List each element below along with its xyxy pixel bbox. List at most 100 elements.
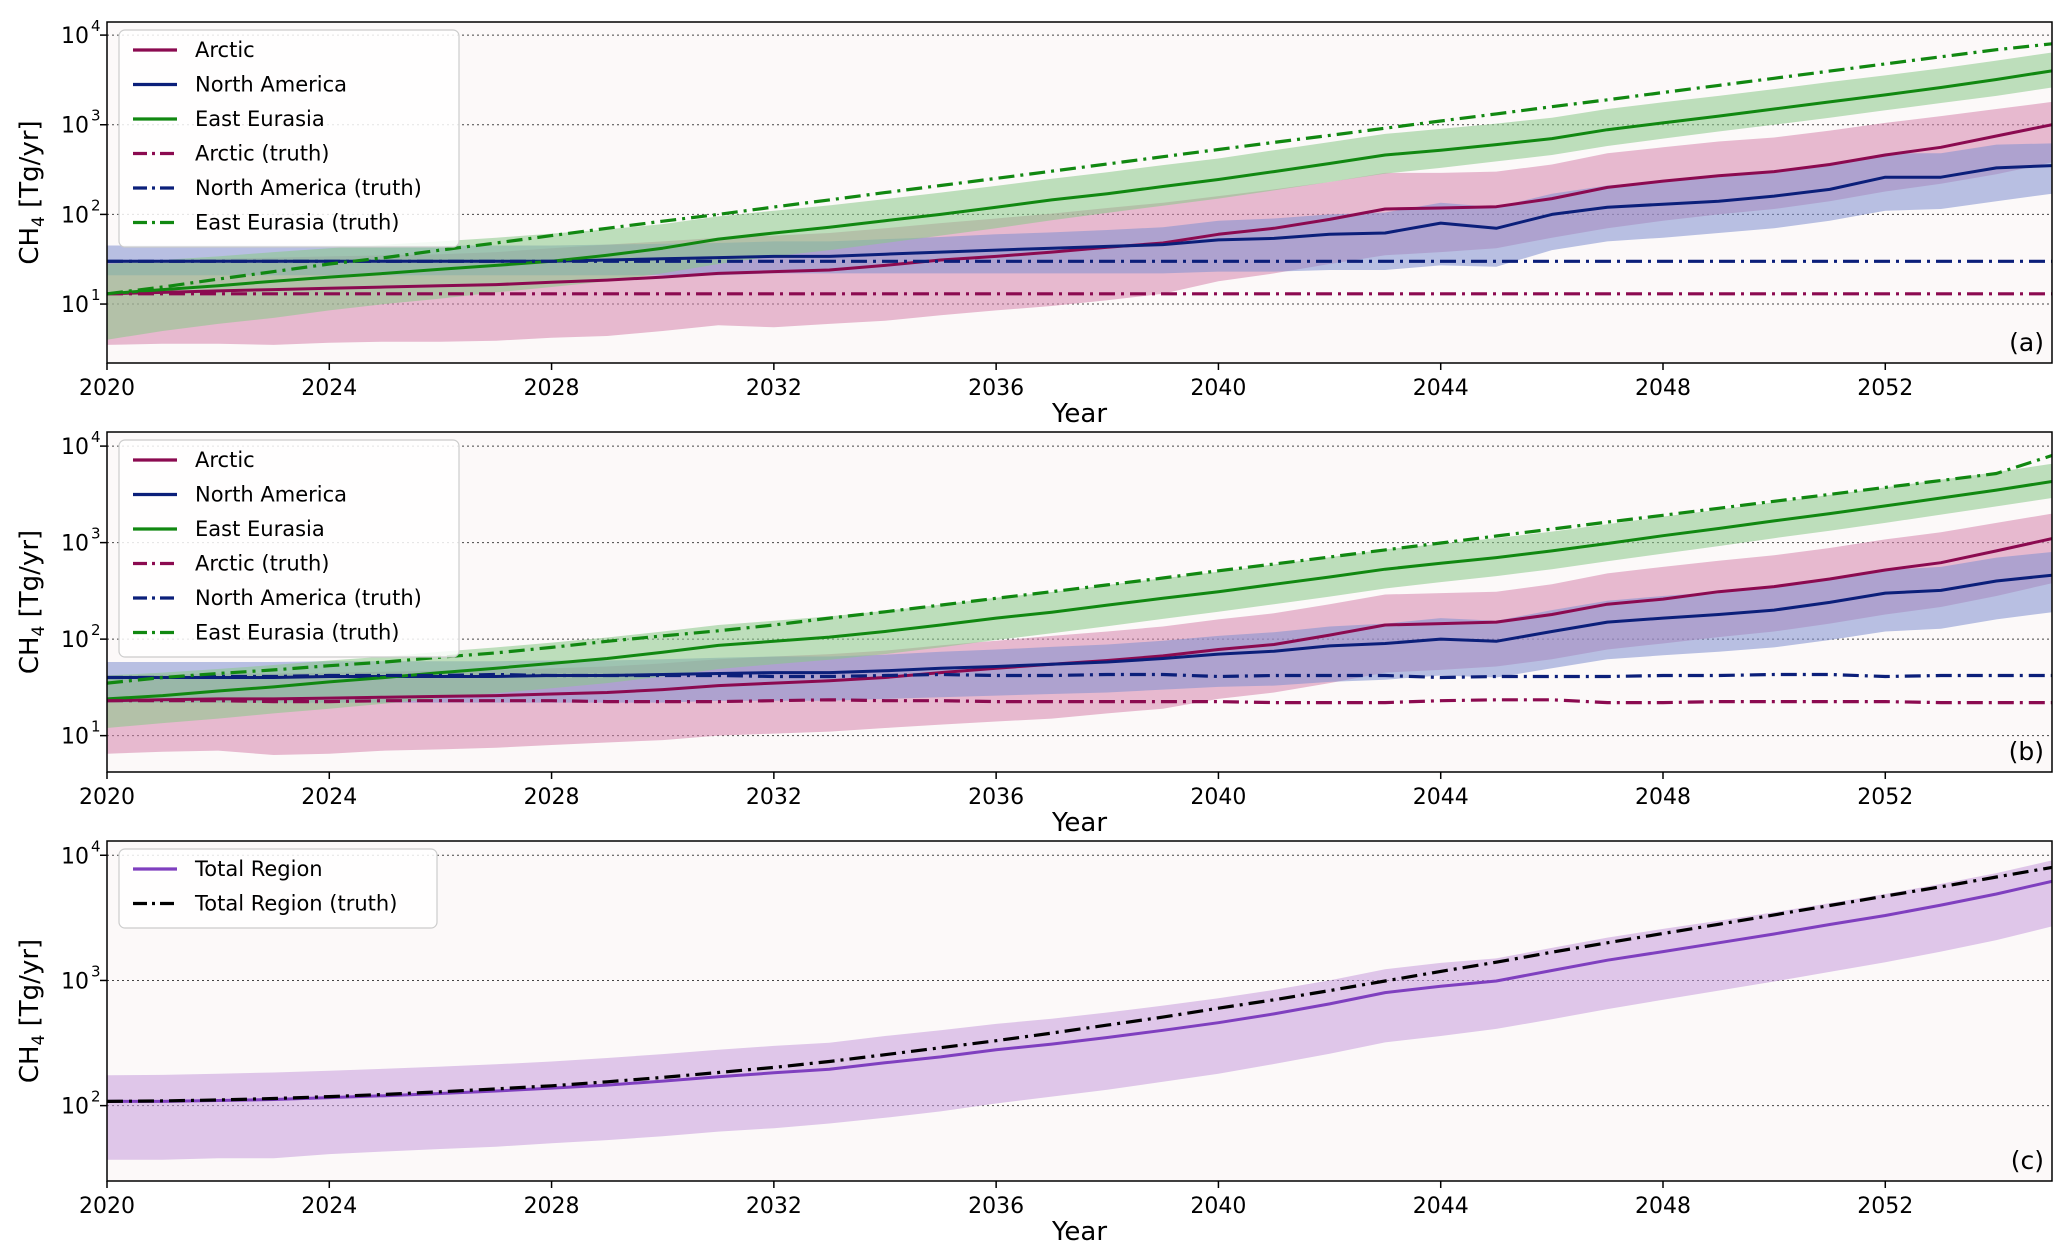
y-tick-base: 10 bbox=[61, 844, 89, 869]
data-layer bbox=[107, 42, 2052, 345]
series-line-total-region-truth bbox=[107, 865, 2052, 1103]
y-tick-base: 10 bbox=[61, 293, 89, 318]
x-tick-label: 2040 bbox=[1190, 785, 1246, 810]
y-tick-base: 10 bbox=[61, 628, 89, 653]
legend-label: Total Region bbox=[194, 857, 323, 881]
x-tick-label: 2052 bbox=[1857, 785, 1913, 810]
x-tick-label: 2032 bbox=[746, 785, 802, 810]
x-tick-label: 2024 bbox=[301, 1194, 357, 1219]
legend-label: East Eurasia bbox=[195, 107, 325, 131]
uncertainty-band-arctic bbox=[107, 101, 2052, 345]
y-tick-base: 10 bbox=[61, 725, 89, 750]
plot-frame bbox=[106, 431, 2053, 773]
y-tick-exp: 2 bbox=[91, 621, 101, 639]
y-tick-exp: 3 bbox=[91, 525, 101, 543]
x-tick-label: 2028 bbox=[524, 1194, 580, 1219]
series-line-arctic bbox=[107, 123, 2052, 296]
y-tick-base: 10 bbox=[61, 1095, 89, 1120]
y-tick-exp: 3 bbox=[91, 962, 101, 980]
legend-item: Arctic (truth) bbox=[133, 552, 329, 576]
panel-label: (a) bbox=[2009, 328, 2044, 357]
series-line-east-eurasia bbox=[107, 69, 2052, 296]
legend-item: East Eurasia bbox=[133, 107, 325, 131]
x-tick-label: 2036 bbox=[968, 376, 1024, 401]
legend-label: Total Region (truth) bbox=[194, 892, 397, 916]
y-tick-base: 10 bbox=[61, 532, 89, 557]
x-tick-label: 2052 bbox=[1857, 376, 1913, 401]
x-tick-label: 2020 bbox=[79, 376, 135, 401]
y-tick-exp: 1 bbox=[91, 286, 101, 304]
legend-item: Total Region (truth) bbox=[133, 892, 397, 916]
x-tick-label: 2020 bbox=[79, 1194, 135, 1219]
legend-item: Total Region bbox=[133, 857, 323, 881]
y-tick-label: 10 3 bbox=[61, 962, 101, 994]
legend-label: East Eurasia (truth) bbox=[195, 621, 400, 645]
y-tick-base: 10 bbox=[61, 203, 89, 228]
x-tick-label: 2048 bbox=[1635, 785, 1691, 810]
y-tick-exp: 1 bbox=[91, 718, 101, 736]
uncertainty-band-east-eurasia bbox=[107, 463, 2052, 728]
series-line-east-eurasia-truth bbox=[107, 453, 2052, 685]
y-tick-exp: 3 bbox=[91, 107, 101, 125]
panel-label: (b) bbox=[2009, 737, 2044, 766]
x-tick-label: 2048 bbox=[1635, 376, 1691, 401]
x-tick-label: 2048 bbox=[1635, 1194, 1691, 1219]
legend-item: East Eurasia bbox=[133, 517, 325, 541]
x-axis-title: Year bbox=[1051, 1217, 1107, 1247]
legend: Arctic North America East Eurasia Arctic (t… bbox=[118, 29, 460, 248]
x-tick-label: 2024 bbox=[301, 376, 357, 401]
legend: Arctic North America East Eurasia Arctic (t… bbox=[118, 439, 460, 658]
uncertainty-band-north-america bbox=[107, 143, 2052, 276]
data-layer bbox=[107, 453, 2052, 755]
legend-item: East Eurasia (truth) bbox=[133, 211, 400, 235]
y-axis-title-sub: 4 bbox=[29, 1035, 49, 1046]
y-tick-label: 10 2 bbox=[61, 621, 101, 653]
y-tick-exp: 4 bbox=[91, 837, 101, 855]
y-tick-label: 10 2 bbox=[61, 1088, 101, 1120]
y-tick-base: 10 bbox=[61, 969, 89, 994]
y-tick-label: 10 3 bbox=[61, 525, 101, 557]
y-tick-label: 10 1 bbox=[61, 718, 101, 750]
plot-frame bbox=[106, 21, 2053, 364]
x-tick-label: 2024 bbox=[301, 785, 357, 810]
series-line-east-eurasia bbox=[107, 480, 2052, 701]
y-tick-label: 10 1 bbox=[61, 286, 101, 318]
x-axis-title: Year bbox=[1051, 808, 1107, 838]
y-tick-label: 10 4 bbox=[61, 17, 101, 49]
x-tick-label: 2044 bbox=[1413, 376, 1469, 401]
legend-item: East Eurasia (truth) bbox=[133, 621, 400, 645]
legend-item: North America (truth) bbox=[133, 586, 422, 610]
legend-label: North America bbox=[195, 73, 347, 97]
panel-label: (c) bbox=[2011, 1146, 2044, 1175]
x-tick-label: 2036 bbox=[968, 785, 1024, 810]
legend: Total Region Total Region (truth) bbox=[118, 848, 438, 929]
x-tick-label: 2044 bbox=[1413, 785, 1469, 810]
x-tick-label: 2028 bbox=[524, 785, 580, 810]
x-tick-label: 2020 bbox=[79, 785, 135, 810]
legend-box bbox=[118, 29, 460, 248]
legend-item: North America (truth) bbox=[133, 176, 422, 200]
y-tick-label: 10 3 bbox=[61, 107, 101, 139]
y-axis-title-main: CH bbox=[15, 1045, 45, 1083]
x-tick-label: 2040 bbox=[1190, 376, 1246, 401]
y-axis-title: CH4 [Tg/yr] bbox=[15, 530, 49, 674]
legend-item: North America bbox=[133, 73, 347, 97]
series-line-east-eurasia-truth bbox=[107, 42, 2052, 296]
y-tick-label: 10 2 bbox=[61, 196, 101, 228]
legend-label: North America (truth) bbox=[195, 586, 422, 610]
series-line-north-america-truth bbox=[107, 672, 2052, 680]
plot-frame bbox=[106, 840, 2053, 1182]
y-tick-exp: 2 bbox=[91, 196, 101, 214]
y-axis-title-unit: [Tg/yr] bbox=[15, 530, 45, 626]
legend-label: Arctic bbox=[195, 448, 255, 472]
y-tick-exp: 4 bbox=[91, 428, 101, 446]
y-tick-base: 10 bbox=[61, 114, 89, 139]
y-axis-title-main: CH bbox=[15, 227, 45, 265]
x-tick-label: 2036 bbox=[968, 1194, 1024, 1219]
y-tick-label: 10 4 bbox=[61, 428, 101, 460]
x-axis-title: Year bbox=[1051, 399, 1107, 429]
